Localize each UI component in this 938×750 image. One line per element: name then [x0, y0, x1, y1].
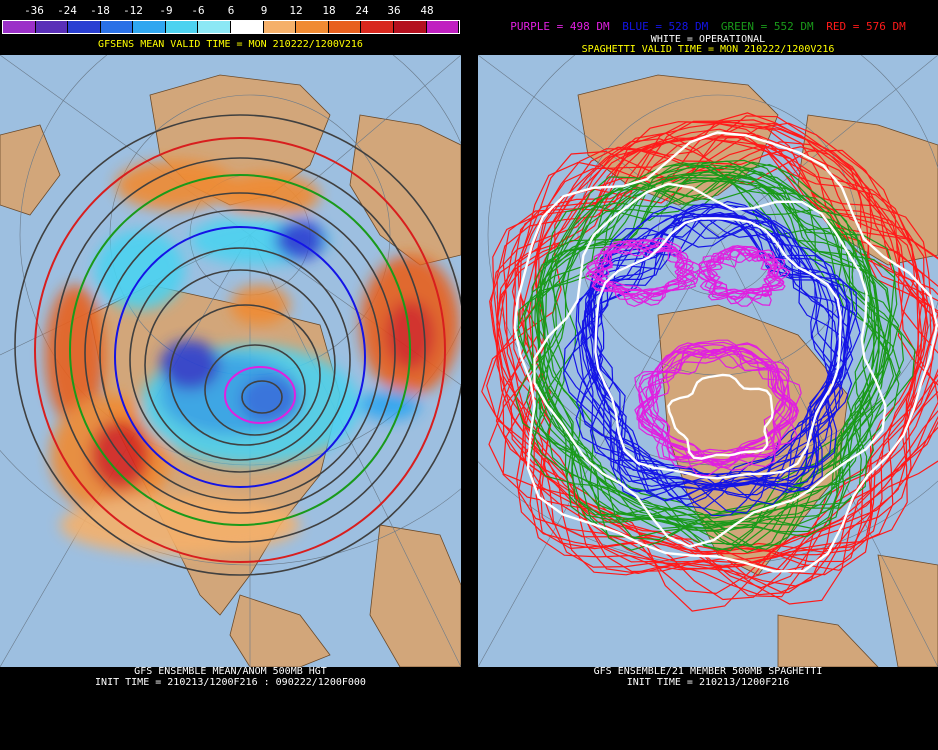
- key-purple-label: PURPLE = 498 DM: [510, 20, 610, 33]
- red-contour-member: [501, 131, 936, 575]
- spaghetti-map: [478, 55, 938, 667]
- legend-color-swatch: [35, 21, 69, 33]
- purple-contour-member: [704, 246, 788, 300]
- contour-color-key: PURPLE = 498 DM BLUE = 528 DM GREEN = 55…: [478, 20, 938, 33]
- legend-label: 12: [289, 4, 303, 17]
- purple-contour-member: [645, 348, 791, 463]
- blue-contour-member: [572, 212, 838, 501]
- legend-label: -18: [90, 4, 110, 17]
- red-contour-member: [489, 135, 923, 576]
- legend-labels: -36 -24 -18 -12 -9 -6 6 9 12 18 24 36 48: [2, 2, 460, 18]
- right-valid-time-title: SPAGHETTI VALID TIME = MON 210222/1200V2…: [581, 44, 835, 55]
- left-footer-title: GFS ENSEMBLE MEAN/ANOM 500MB HGT: [134, 666, 327, 677]
- red-contour-member: [490, 136, 920, 569]
- purple-contour-member: [650, 348, 802, 468]
- key-green-label: GREEN = 552 DM: [720, 20, 814, 33]
- spaghetti-map-graphic: [478, 55, 938, 667]
- legend-label: 36: [387, 4, 401, 17]
- purple-contour-member: [636, 347, 792, 467]
- ensemble-mean-panel: -36 -24 -18 -12 -9 -6 6 9 12 18 24 36 48…: [0, 0, 461, 750]
- purple-contour-member: [705, 248, 782, 296]
- blue-contour-member: [589, 203, 861, 506]
- blue-contour-member: [580, 217, 838, 496]
- spaghetti-white-operational: [513, 131, 938, 573]
- legend-color-swatch: [198, 21, 232, 33]
- green-contour-member: [535, 164, 887, 531]
- anomaly-color-legend: -36 -24 -18 -12 -9 -6 6 9 12 18 24 36 48: [2, 2, 460, 34]
- red-contour-member: [496, 137, 929, 576]
- ensemble-mean-map: [0, 55, 461, 667]
- white-operational-contour: [533, 182, 887, 548]
- red-contour-member: [481, 132, 938, 612]
- green-contour-member: [531, 176, 878, 529]
- legend-color-swatch: [263, 21, 297, 33]
- height-contours: [14, 114, 461, 576]
- legend-color-swatch: [393, 21, 427, 33]
- ensemble-mean-map-graphic: [0, 55, 461, 667]
- key-white-label: WHITE = OPERATIONAL: [650, 34, 766, 45]
- legend-color-swatch: [328, 21, 362, 33]
- red-contour-member: [517, 134, 938, 605]
- legend-color-bar: [2, 20, 460, 34]
- legend-label: -24: [57, 4, 77, 17]
- green-contour-member: [514, 161, 901, 552]
- green-contour-member: [534, 164, 881, 520]
- legend-color-swatch: [165, 21, 199, 33]
- white-operational-contour: [594, 217, 842, 480]
- purple-contour-member: [638, 345, 793, 468]
- legend-label: 6: [227, 4, 235, 17]
- spaghetti-purple-498: [585, 237, 802, 477]
- legend-color-swatch: [361, 21, 394, 33]
- red-contour-member: [502, 122, 938, 579]
- purple-contour-member: [640, 348, 797, 469]
- legend-color-swatch: [100, 21, 134, 33]
- left-footer-init-time: INIT TIME = 210213/1200F216 : 090222/120…: [95, 677, 366, 688]
- legend-label: 18: [322, 4, 336, 17]
- green-contour-member: [543, 179, 892, 533]
- spaghetti-panel: PURPLE = 498 DM BLUE = 528 DM GREEN = 55…: [478, 0, 938, 750]
- right-footer-title: GFS ENSEMBLE/21 MEMBER 500MB SPAGHETTI: [593, 666, 823, 677]
- legend-label: -36: [24, 4, 44, 17]
- legend-label: -6: [191, 4, 205, 17]
- blue-contour-member: [585, 204, 844, 481]
- legend-label: -12: [123, 4, 143, 17]
- legend-color-swatch: [296, 21, 329, 33]
- legend-color-swatch: [3, 21, 36, 33]
- key-blue-label: BLUE = 528 DM: [622, 20, 709, 33]
- white-operational-contour: [667, 373, 774, 460]
- legend-label: -9: [159, 4, 173, 17]
- legend-label: 24: [355, 4, 369, 17]
- white-operational-contour: [513, 131, 938, 573]
- green-contour-member: [537, 174, 879, 526]
- red-contour-member: [497, 137, 932, 587]
- purple-contour-member: [586, 241, 696, 300]
- blue-contour-member: [584, 213, 840, 486]
- legend-color-swatch: [68, 21, 101, 33]
- legend-label: 9: [260, 4, 268, 17]
- red-contour-member: [496, 128, 929, 573]
- purple-contour-member: [592, 243, 694, 302]
- right-footer-init-time: INIT TIME = 210213/1200F216: [626, 677, 790, 688]
- blue-contour-member: [563, 205, 841, 506]
- legend-color-swatch: [426, 21, 460, 33]
- legend-color-swatch: [133, 21, 166, 33]
- purple-contour-member: [634, 341, 790, 461]
- left-valid-time-title: GFSENS MEAN VALID TIME = MON 210222/1200…: [98, 39, 363, 50]
- purple-contour-member: [696, 249, 786, 305]
- green-contour-member: [536, 176, 891, 538]
- anomaly-shading: [45, 160, 460, 555]
- legend-label: 48: [420, 4, 434, 17]
- green-contour-member: [517, 164, 876, 541]
- legend-color-swatch: [231, 21, 264, 33]
- spaghetti-blue-528: [562, 200, 861, 517]
- key-red-label: RED = 576 DM: [826, 20, 906, 33]
- red-contour-member: [502, 121, 938, 571]
